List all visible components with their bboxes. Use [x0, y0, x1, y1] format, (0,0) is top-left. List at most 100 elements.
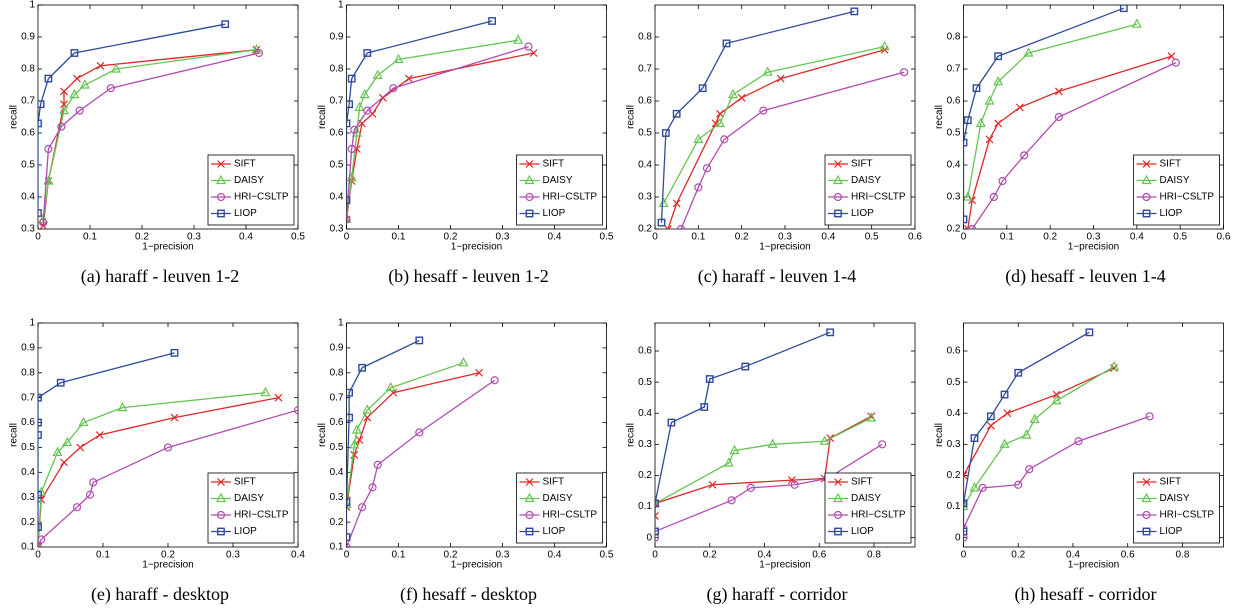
marker: [657, 218, 666, 227]
legend-marker: [525, 209, 534, 218]
marker: [56, 378, 65, 387]
x-tick-label: 0: [35, 550, 41, 561]
marker: [767, 438, 778, 448]
y-tick-label: 0.8: [947, 32, 961, 43]
x-tick-label: 0.5: [600, 232, 614, 243]
y-axis-label: recall: [9, 105, 20, 129]
legend-label: DAISY: [234, 493, 264, 504]
legend-marker: [217, 209, 225, 218]
x-tick-label: 0.1: [1000, 232, 1014, 243]
y-tick-label: 0.4: [638, 408, 652, 419]
marker: [170, 348, 179, 357]
legend-marker: [217, 160, 225, 168]
x-tick-label: 0.5: [1173, 232, 1187, 243]
marker: [850, 7, 859, 16]
legend-marker: [217, 527, 225, 536]
marker: [39, 218, 48, 227]
legend-label: LIOP: [543, 526, 566, 537]
marker: [358, 363, 366, 372]
x-tick-label: 0.1: [392, 550, 406, 561]
marker: [1015, 103, 1024, 112]
plot-area: [38, 348, 298, 547]
legend-marker: [833, 174, 843, 185]
legend-marker: [216, 192, 226, 202]
marker: [787, 476, 796, 485]
legend-label: HRI−CSLTP: [1160, 510, 1215, 521]
marker: [95, 431, 104, 439]
caption: (h) hesaff - corridor: [1014, 584, 1156, 605]
marker: [89, 478, 98, 487]
x-tick-label: 0.2: [161, 550, 175, 561]
legend-label: LIOP: [234, 526, 257, 537]
legend-label: DAISY: [543, 175, 573, 186]
marker: [972, 84, 981, 93]
marker: [38, 535, 46, 544]
legend-marker: [216, 492, 226, 503]
marker: [351, 424, 362, 434]
marker: [1074, 437, 1083, 446]
marker: [38, 418, 42, 427]
marker: [389, 84, 398, 93]
legend-marker: [1142, 209, 1151, 218]
legend-marker: [834, 160, 842, 168]
caption: (g) haraff - corridor: [706, 584, 847, 605]
marker: [655, 499, 659, 508]
marker: [878, 440, 887, 449]
marker: [78, 416, 89, 427]
marker: [661, 129, 670, 137]
legend-marker: [833, 192, 843, 202]
series-line: [346, 362, 464, 505]
legend-marker: [524, 174, 535, 185]
legend-marker: [1142, 527, 1151, 536]
marker: [720, 135, 729, 144]
marker: [963, 527, 968, 536]
marker: [221, 20, 230, 29]
y-tick-label: 0.4: [21, 467, 35, 478]
x-tick-label: 0.1: [83, 232, 97, 243]
marker: [362, 404, 373, 414]
marker: [351, 127, 362, 137]
series-line: [38, 352, 175, 528]
marker: [57, 122, 66, 131]
marker: [1003, 409, 1012, 418]
y-tick-label: 0.6: [638, 346, 652, 357]
y-tick-label: 0.6: [21, 417, 35, 428]
legend-marker: [216, 174, 226, 185]
plot-area: [38, 20, 264, 229]
marker: [404, 74, 413, 83]
marker: [716, 109, 724, 118]
y-tick-label: 0.5: [638, 128, 652, 139]
marker: [993, 76, 1004, 86]
x-axis-label: 1−precision: [759, 242, 810, 253]
series-line: [38, 409, 298, 547]
marker: [355, 436, 364, 444]
legend-label: SIFT: [543, 477, 565, 488]
marker: [968, 224, 977, 229]
y-tick-label: 0.9: [21, 32, 35, 43]
marker: [354, 101, 365, 111]
marker: [790, 480, 799, 489]
legend-label: LIOP: [1160, 526, 1183, 537]
marker: [879, 40, 890, 51]
legend-marker: [1141, 174, 1152, 185]
marker: [368, 483, 377, 492]
y-tick-label: 0.7: [330, 392, 344, 403]
plot-area: [346, 336, 499, 547]
marker: [372, 69, 383, 79]
marker: [346, 498, 352, 509]
y-tick-label: 0.5: [330, 160, 344, 171]
legend-label: SIFT: [234, 159, 256, 170]
marker: [346, 413, 353, 422]
marker: [1021, 429, 1032, 439]
marker: [1171, 58, 1180, 67]
marker: [900, 68, 909, 77]
marker: [658, 197, 669, 207]
x-tick-label: 0.4: [548, 232, 562, 243]
plot-area: [963, 5, 1180, 229]
x-axis-label: 1−precision: [1068, 560, 1119, 571]
marker: [488, 17, 496, 25]
marker: [293, 406, 298, 415]
marker: [715, 117, 725, 127]
marker: [700, 403, 709, 411]
legend-label: LIOP: [1160, 208, 1183, 219]
